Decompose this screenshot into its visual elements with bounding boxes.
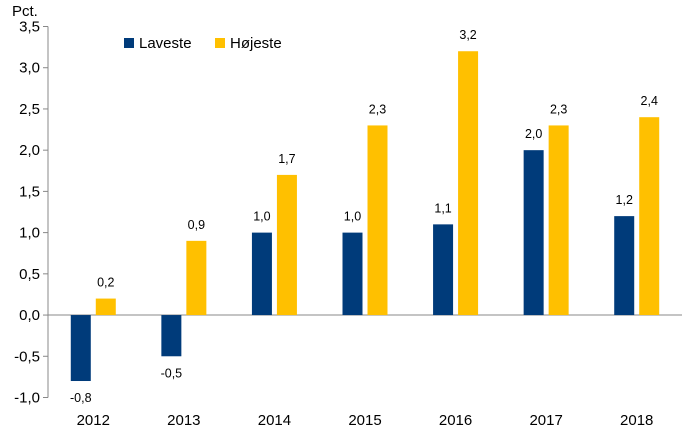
- x-tick-label: 2013: [167, 412, 200, 429]
- x-tick-label: 2018: [620, 412, 653, 429]
- data-label: 2,4: [641, 94, 658, 108]
- data-label: 2,3: [550, 102, 567, 116]
- legend-label-laveste: Laveste: [139, 35, 192, 52]
- y-tick-label: 1,0: [19, 225, 40, 242]
- bar-laveste-2014: [251, 232, 272, 316]
- bar-laveste-2016: [433, 224, 454, 316]
- x-tick-label: 2016: [439, 412, 472, 429]
- bar-laveste-2018: [614, 216, 635, 316]
- y-tick-label: 2,0: [19, 142, 40, 159]
- data-label: 0,9: [188, 218, 205, 232]
- data-label: 3,2: [459, 28, 476, 42]
- y-tick-label: 2,5: [19, 101, 40, 118]
- bar-hojeste-2015: [367, 125, 388, 316]
- x-tick-label: 2017: [529, 412, 562, 429]
- data-label: 0,2: [97, 276, 114, 290]
- bar-laveste-2015: [342, 232, 363, 316]
- data-label: 1,0: [253, 210, 270, 224]
- bar-hojeste-2018: [639, 117, 660, 316]
- bar-laveste-2012: [70, 315, 91, 382]
- y-axis-unit-label: Pct.: [12, 3, 38, 20]
- data-label: 1,1: [434, 201, 451, 215]
- legend: Laveste Højeste: [124, 35, 282, 52]
- y-tick-label: 0,5: [19, 266, 40, 283]
- y-tick-label: 3,0: [19, 60, 40, 77]
- legend-label-hojeste: Højeste: [230, 35, 282, 52]
- bar-hojeste-2014: [276, 174, 297, 316]
- x-tick-label: 2014: [258, 412, 291, 429]
- legend-swatch-laveste: [124, 38, 134, 48]
- data-label: -0,5: [161, 366, 183, 380]
- y-tick-label: 0,0: [19, 307, 40, 324]
- data-label: 1,7: [278, 152, 295, 166]
- data-label: 1,0: [344, 210, 361, 224]
- y-tick-label: 3,5: [19, 19, 40, 36]
- data-label: 2,0: [525, 127, 542, 141]
- data-label: 1,2: [616, 193, 633, 207]
- x-tick-label: 2015: [348, 412, 381, 429]
- y-tick-label: 1,5: [19, 183, 40, 200]
- bar-laveste-2017: [523, 150, 544, 316]
- bar-hojeste-2016: [458, 51, 479, 316]
- plot-area: -1,0 -0,5 0,0 0,5 1,0 1,5 2,0 2,5 3,0 3,5 -0,8 0,2 2…: [14, 19, 682, 429]
- bar-laveste-2013: [161, 315, 182, 357]
- y-tick-label: -1,0: [14, 390, 40, 407]
- bar-hojeste-2017: [548, 125, 569, 316]
- bar-hojeste-2012: [95, 298, 116, 316]
- bar-hojeste-2013: [186, 240, 207, 316]
- data-label: 2,3: [369, 102, 386, 116]
- data-label: -0,8: [70, 391, 92, 405]
- legend-swatch-hojeste: [215, 38, 225, 48]
- y-tick-label: -0,5: [14, 348, 40, 365]
- x-tick-label: 2012: [77, 412, 110, 429]
